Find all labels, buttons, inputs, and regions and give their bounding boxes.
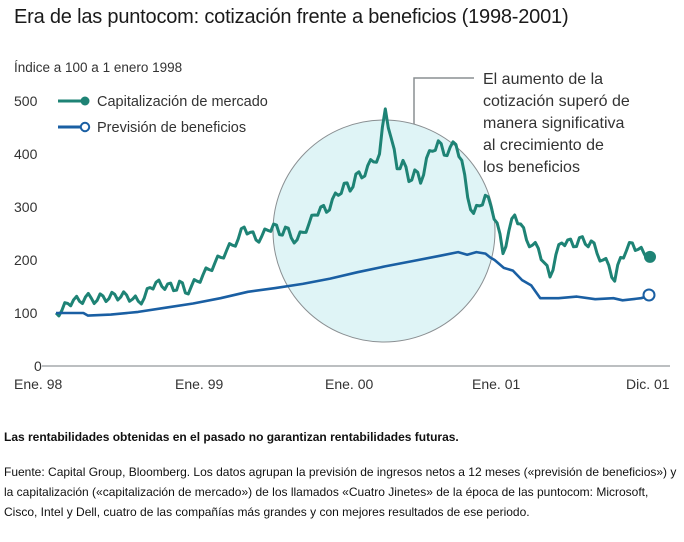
earnings-end-marker [642,288,656,302]
disclaimer-text: Las rentabilidades obtenidas en el pasad… [4,430,459,444]
source-note: Fuente: Capital Group, Bloomberg. Los da… [4,465,677,519]
x-tick-label: Ene. 99 [175,376,223,392]
annotation-text-line: cotización superó de [483,93,630,110]
y-tick-label: 100 [14,305,38,321]
market-cap-line [54,107,652,318]
y-tick-label: 400 [14,146,38,162]
x-tick-label: Dic. 01 [626,376,670,392]
y-tick-label: 200 [14,252,38,268]
legend-filled-circle-icon [80,96,90,106]
annotation-text-line: manera significativa [483,115,625,132]
annotation-text-line: al crecimiento de [483,137,604,154]
annotation-connector [413,77,474,124]
legend-label: Previsión de beneficios [97,120,246,136]
chart-title: Era de las puntocom: cotización frente a… [14,6,569,28]
y-tick-label: 0 [34,358,42,374]
chart-area: 0 100 200 300 400 500 Ene. 98 Ene. 99 Ene. 00 Ene… [14,71,670,392]
y-tick-label: 300 [14,199,38,215]
x-tick-label: Ene. 00 [325,376,373,392]
market-cap-end-marker [644,250,656,263]
x-tick-label: Ene. 98 [14,376,62,392]
annotation-text-line: El aumento de la [483,71,603,88]
earnings-forecast-line [56,250,651,317]
x-tick-label: Ene. 01 [472,376,520,392]
annotation-text-line: los beneficios [483,159,580,176]
legend-label: Capitalización de mercado [97,94,268,110]
y-tick-label: 500 [14,93,38,109]
y-axis-label: Índice a 100 a 1 enero 1998 [14,60,183,75]
legend-open-circle-icon [79,121,91,133]
